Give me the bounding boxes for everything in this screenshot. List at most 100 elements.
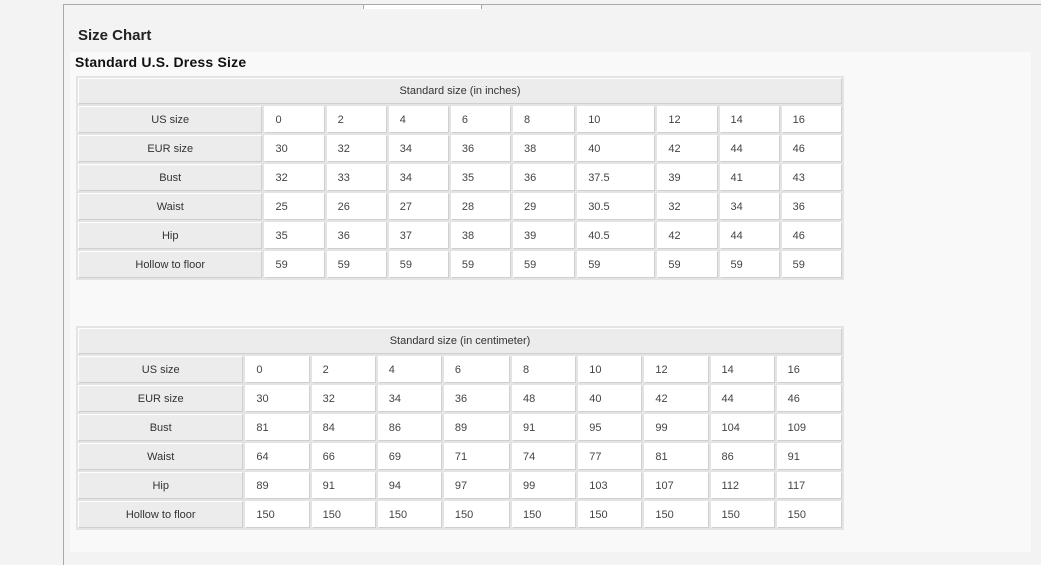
table-header-row: Standard size (in inches): [78, 78, 842, 104]
table-cell: 25: [264, 193, 325, 220]
table-cell: 46: [781, 135, 842, 162]
table-header-row: Standard size (in centimeter): [78, 328, 842, 354]
row-label: Hollow to floor: [78, 251, 263, 278]
table-cell: 59: [577, 251, 656, 278]
table-cell: 0: [264, 106, 325, 133]
table-cell: 34: [388, 135, 449, 162]
table-cell: 40: [578, 385, 643, 412]
table-cell: 104: [710, 414, 775, 441]
size-table-inches: Standard size (in inches) US size 0 2 4 6 8 10 1…: [76, 76, 844, 280]
table-cell: 86: [377, 414, 442, 441]
table-cell: 64: [245, 443, 310, 470]
table-row: US size 0 2 4 6 8 10 12 14 16: [78, 106, 842, 133]
table-cell: 77: [578, 443, 643, 470]
table-cell: 59: [450, 251, 512, 278]
row-label: EUR size: [78, 135, 263, 162]
table-cell: 4: [388, 106, 449, 133]
table-header: Standard size (in inches): [78, 78, 842, 104]
table-cell: 46: [776, 385, 842, 412]
table-cell: 95: [578, 414, 643, 441]
table-cell: 150: [245, 501, 310, 528]
table-cell: 42: [657, 222, 718, 249]
table-row: Waist 64 66 69 71 74 77 81 86 91: [78, 443, 842, 470]
table-cell: 91: [776, 443, 842, 470]
table-cell: 150: [443, 501, 511, 528]
table-cell: 16: [781, 106, 842, 133]
table-cell: 2: [311, 356, 376, 383]
table-cell: 8: [512, 356, 577, 383]
table-cell: 8: [513, 106, 576, 133]
table-cell: 29: [513, 193, 576, 220]
table-cell: 12: [657, 106, 718, 133]
table-row: Hollow to floor 59 59 59 59 59 59 59 59 59: [78, 251, 842, 278]
table-cell: 30: [264, 135, 325, 162]
table-cell: 36: [443, 385, 511, 412]
table-row: Bust 32 33 34 35 36 37.5 39 41 43: [78, 164, 842, 191]
table-cell: 59: [719, 251, 780, 278]
table-cell: 66: [311, 443, 376, 470]
table-cell: 109: [776, 414, 842, 441]
table-cell: 38: [450, 222, 512, 249]
row-label: EUR size: [78, 385, 244, 412]
row-label: Bust: [78, 164, 263, 191]
table-cell: 6: [443, 356, 511, 383]
table-cell: 150: [377, 501, 442, 528]
table-cell: 107: [644, 472, 709, 499]
table-cell: 150: [578, 501, 643, 528]
table-cell: 59: [326, 251, 387, 278]
table-cell: 36: [326, 222, 387, 249]
table-cell: 44: [710, 385, 775, 412]
table-cell: 16: [776, 356, 842, 383]
table-cell: 34: [377, 385, 442, 412]
page-title: Size Chart: [78, 27, 152, 44]
row-label: US size: [78, 106, 263, 133]
table-row: Bust 81 84 86 89 91 95 99 104 109: [78, 414, 842, 441]
table-cell: 10: [578, 356, 643, 383]
table-row: US size 0 2 4 6 8 10 12 14 16: [78, 356, 842, 383]
table-cell: 42: [657, 135, 718, 162]
table-cell: 39: [657, 164, 718, 191]
table-cell: 89: [443, 414, 511, 441]
table-cell: 30.5: [577, 193, 656, 220]
table-cell: 40.5: [577, 222, 656, 249]
table-cell: 41: [719, 164, 780, 191]
table-cell: 37.5: [577, 164, 656, 191]
row-label: US size: [78, 356, 244, 383]
tab[interactable]: [363, 5, 482, 9]
table-cell: 99: [512, 472, 577, 499]
table-cell: 36: [781, 193, 842, 220]
table-cell: 46: [781, 222, 842, 249]
table-cell: 59: [388, 251, 449, 278]
table-cell: 12: [644, 356, 709, 383]
table-cell: 86: [710, 443, 775, 470]
table-cell: 94: [377, 472, 442, 499]
table-cell: 28: [450, 193, 512, 220]
table-cell: 69: [377, 443, 442, 470]
table-cell: 89: [245, 472, 310, 499]
size-table-centimeter: Standard size (in centimeter) US size 0 2 4 6…: [76, 326, 844, 530]
table-cell: 91: [311, 472, 376, 499]
table-cell: 71: [443, 443, 511, 470]
table-header: Standard size (in centimeter): [78, 328, 842, 354]
table-cell: 30: [245, 385, 310, 412]
table-cell: 6: [450, 106, 512, 133]
table-cell: 59: [657, 251, 718, 278]
table-cell: 4: [377, 356, 442, 383]
table-cell: 150: [710, 501, 775, 528]
table-cell: 39: [513, 222, 576, 249]
row-label: Hollow to floor: [78, 501, 244, 528]
table-cell: 43: [781, 164, 842, 191]
table-cell: 150: [776, 501, 842, 528]
table-cell: 26: [326, 193, 387, 220]
table-cell: 32: [311, 385, 376, 412]
table-cell: 40: [577, 135, 656, 162]
table-cell: 36: [513, 164, 576, 191]
table-cell: 44: [719, 135, 780, 162]
table-cell: 81: [644, 443, 709, 470]
table-cell: 42: [644, 385, 709, 412]
table-cell: 32: [264, 164, 325, 191]
table-cell: 34: [388, 164, 449, 191]
table-cell: 91: [512, 414, 577, 441]
table-cell: 2: [326, 106, 387, 133]
table-cell: 74: [512, 443, 577, 470]
